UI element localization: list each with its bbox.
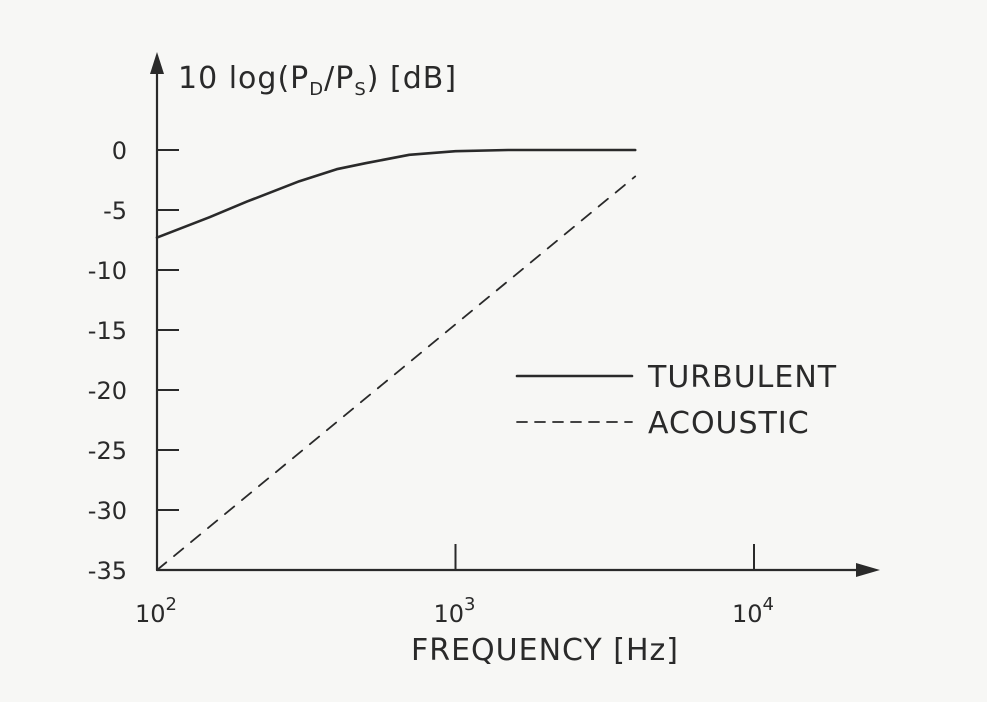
series-line-acoustic [156, 175, 637, 571]
legend: TURBULENT ACOUSTIC [515, 360, 837, 441]
x-axis-arrow-icon [856, 563, 880, 577]
legend-label-turbulent: TURBULENT [647, 360, 837, 395]
x-tick-base: 10 [732, 600, 763, 628]
series-line-turbulent [155, 148, 637, 239]
y-tick-label: -20 [88, 377, 127, 405]
y-tick-label: -5 [103, 197, 127, 225]
legend-label-acoustic: ACOUSTIC [648, 406, 810, 441]
x-tick-exponent: 4 [763, 594, 774, 615]
y-tick-label: -30 [88, 497, 127, 525]
y-axis-label: 10 log(PD/PS) [dB] [178, 61, 457, 100]
x-tick-base: 10 [434, 600, 465, 628]
x-tick-base: 10 [135, 600, 166, 628]
x-axis-label: FREQUENCY [Hz] [411, 633, 679, 668]
x-tick-label: 102 [135, 594, 177, 628]
y-axis-arrow-icon [150, 52, 164, 74]
y-tick-label: -25 [88, 437, 127, 465]
x-tick-label: 103 [434, 594, 476, 628]
x-tick-exponent: 3 [464, 594, 475, 615]
y-tick-label: -15 [88, 317, 127, 345]
series-layer [155, 148, 637, 571]
x-tick-label: 104 [732, 594, 774, 628]
y-tick-label: 0 [112, 137, 127, 165]
x-tick-exponent: 2 [166, 594, 177, 615]
y-tick-label: -10 [88, 257, 127, 285]
y-tick-label: -35 [88, 557, 127, 585]
